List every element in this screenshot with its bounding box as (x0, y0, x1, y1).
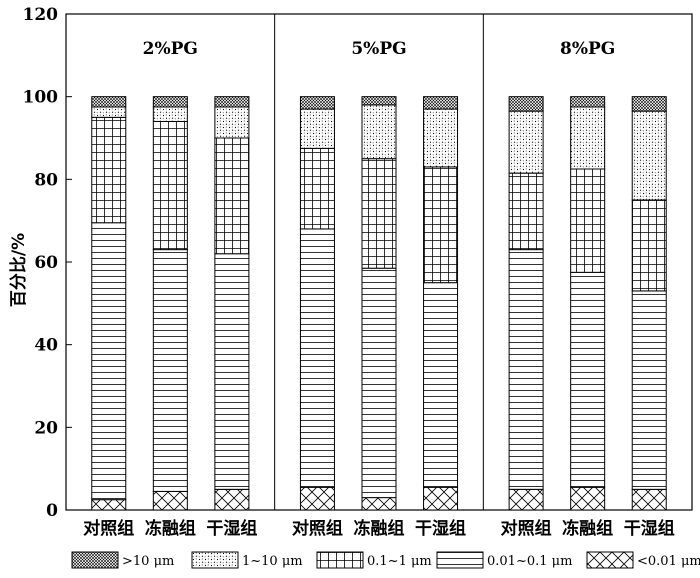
bar-segment (508, 249, 544, 490)
category-labels: 对照组 冻融组 干湿组 对照组 冻融组 干湿组 对照组 冻融组 干湿组 (83, 518, 674, 539)
bar-segment (299, 147, 335, 230)
y-tick-label: 120 (23, 5, 59, 25)
category-label: 对照组 (292, 518, 343, 539)
bars-layer (91, 96, 667, 511)
bar-segment (152, 120, 188, 251)
category-label: 冻融组 (145, 518, 196, 539)
legend-label: 1~10 μm (242, 554, 303, 569)
legend-swatch (191, 551, 239, 569)
bar-segment (631, 110, 667, 201)
bar-segment (361, 158, 397, 269)
panel-title: 5%PG (351, 39, 406, 59)
bar-segment (299, 486, 335, 511)
bar-segment (423, 486, 459, 511)
bar-segment (423, 282, 459, 488)
panel-title: 2%PG (143, 39, 198, 59)
category-label: 干湿组 (415, 518, 466, 539)
legend-swatch (586, 551, 634, 569)
panel-titles: 2%PG 5%PG 8%PG (143, 39, 616, 59)
bar-segment (152, 106, 188, 122)
bar-segment (423, 108, 459, 168)
bar-segment (570, 168, 606, 273)
bar-segment (152, 249, 188, 492)
legend: >10 μm 1~10 μm 0.1~1 μm 0.01~0.1 μm <0.01 μm (71, 551, 700, 569)
bar-segment (361, 497, 397, 511)
bar-segment (570, 106, 606, 170)
y-tick-label: 80 (34, 170, 58, 190)
bar-segment (631, 290, 667, 490)
bar-segment (152, 490, 188, 511)
legend-swatch (316, 551, 364, 569)
bar-segment (508, 172, 544, 251)
bar-segment (91, 96, 127, 108)
y-tick-label: 100 (23, 88, 59, 108)
bar-segment (631, 199, 667, 292)
legend-label: 0.01~0.1 μm (487, 554, 572, 569)
bar-segment (91, 499, 127, 511)
y-tick-label: 40 (34, 336, 58, 356)
legend-label: >10 μm (122, 554, 174, 569)
category-label: 冻融组 (354, 518, 405, 539)
category-label: 干湿组 (206, 518, 257, 539)
bar-segment (91, 106, 127, 118)
bar-segment (570, 486, 606, 511)
bar-segment (423, 166, 459, 284)
y-axis-ticks: 0 20 40 60 80 100 120 (23, 5, 72, 521)
category-label: 对照组 (501, 518, 552, 539)
y-axis-label: 百分比/% (8, 233, 29, 307)
legend-label: <0.01 μm (637, 554, 700, 569)
bar-segment (361, 96, 397, 106)
legend-swatch (436, 551, 484, 569)
bar-segment (152, 96, 188, 108)
category-label: 对照组 (83, 518, 134, 539)
bar-segment (214, 106, 250, 139)
bar-segment (631, 96, 667, 112)
bar-segment (361, 104, 397, 160)
bar-segment (508, 96, 544, 112)
bar-segment (299, 228, 335, 488)
bar-segment (214, 488, 250, 511)
y-tick-label: 0 (46, 501, 58, 521)
bar-segment (299, 108, 335, 149)
bar-segment (361, 267, 397, 499)
legend-label: 0.1~1 μm (367, 554, 432, 569)
y-tick-label: 60 (34, 253, 58, 273)
bar-segment (299, 96, 335, 110)
bar-segment (214, 253, 250, 490)
panel-title: 8%PG (560, 39, 615, 59)
bar-segment (508, 110, 544, 174)
bar-segment (631, 488, 667, 511)
y-tick-label: 20 (34, 418, 58, 438)
bar-segment (91, 116, 127, 224)
bar-segment (508, 488, 544, 511)
bar-segment (423, 96, 459, 110)
bar-segment (570, 96, 606, 108)
bar-segment (91, 222, 127, 501)
bar-segment (214, 96, 250, 108)
legend-swatch (71, 551, 119, 569)
category-label: 冻融组 (562, 518, 613, 539)
bar-segment (214, 137, 250, 255)
category-label: 干湿组 (624, 518, 675, 539)
bar-segment (570, 271, 606, 488)
